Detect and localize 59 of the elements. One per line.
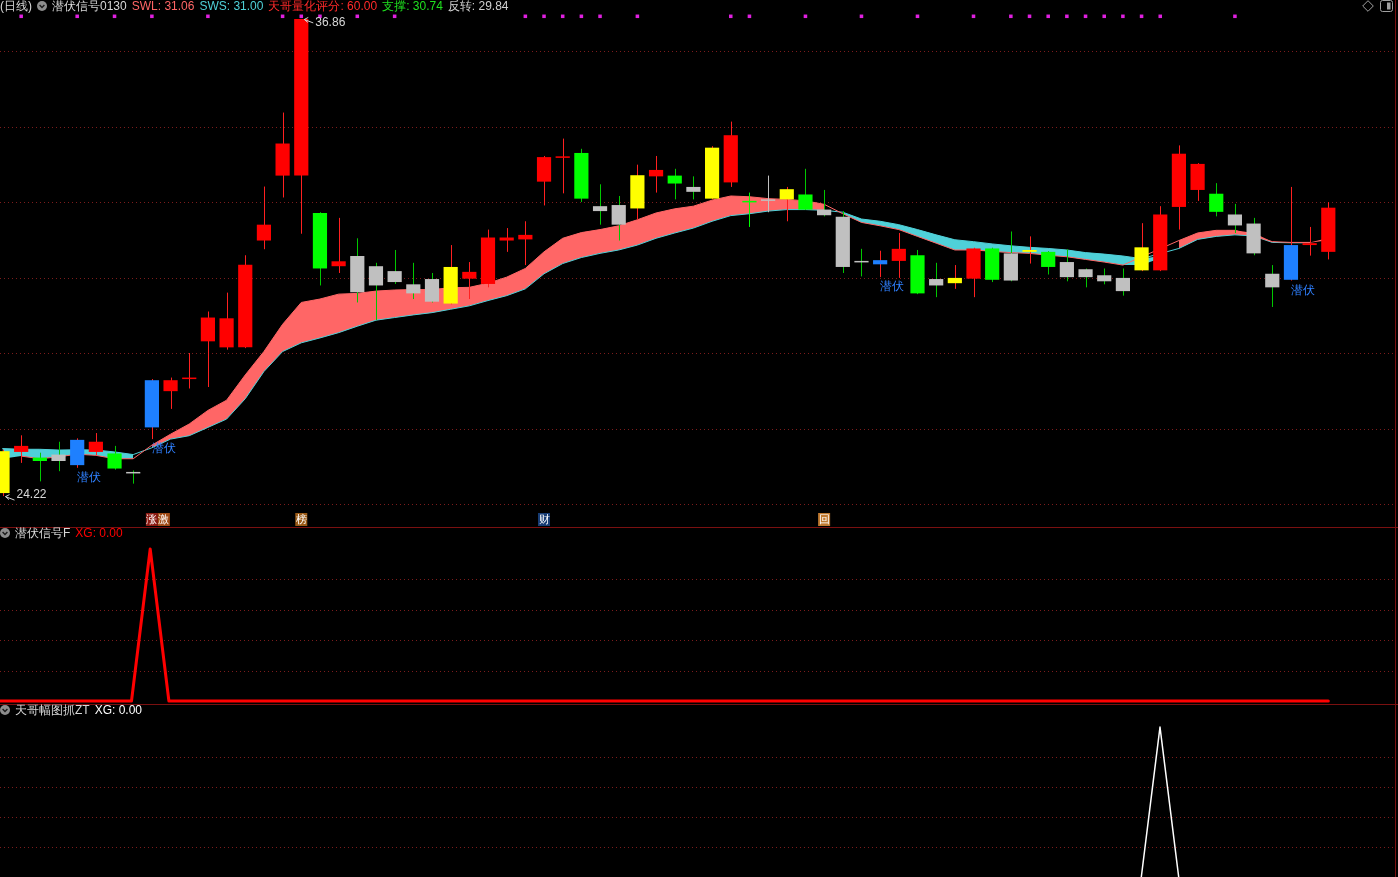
- candlestick: [686, 175, 701, 200]
- candlestick: [947, 264, 962, 290]
- candlestick: [592, 183, 608, 226]
- candlestick: [929, 262, 944, 298]
- candlestick: [1227, 203, 1243, 234]
- candlestick: [424, 272, 440, 303]
- candlestick: [873, 250, 888, 278]
- annotation: 36.86: [315, 15, 346, 30]
- candlestick: [555, 138, 570, 194]
- candlestick: [200, 311, 215, 388]
- candlestick: [1078, 267, 1093, 288]
- candlestick: [331, 217, 346, 274]
- candlestick: [14, 434, 29, 464]
- candlestick: [761, 175, 776, 213]
- candlestick: [406, 262, 421, 300]
- text: 天哥量化评分: 60.00: [268, 0, 378, 13]
- candlestick: [368, 262, 384, 321]
- text: XG: 0.00: [94, 703, 143, 717]
- candlestick: [1209, 182, 1224, 217]
- candlestick: [779, 186, 794, 222]
- annotation: 24.22: [16, 487, 47, 502]
- chart-title: 天哥幅图抓ZT: [15, 703, 90, 717]
- text: 回: [818, 513, 830, 526]
- candlestick: [1265, 264, 1280, 308]
- candlestick: [667, 168, 682, 200]
- candlestick: [1041, 250, 1056, 276]
- text: XG: 0.00: [75, 526, 123, 540]
- candlestick: [107, 445, 122, 471]
- chart-title: 潜伏信号F: [15, 526, 71, 540]
- candlestick: [611, 195, 626, 242]
- text: SWS: 31.00: [199, 0, 264, 13]
- chart-title: (日线): [0, 0, 32, 13]
- candlestick: [163, 377, 178, 410]
- candlestick: [648, 155, 664, 194]
- text: 榜: [295, 513, 307, 526]
- candlestick: [1134, 222, 1149, 272]
- candlestick: [387, 249, 402, 285]
- text: 支撑: 30.74: [382, 0, 443, 13]
- candlestick: [891, 232, 906, 279]
- candlestick: [462, 261, 477, 300]
- candlestick: [51, 441, 66, 472]
- candlestick: [1115, 267, 1130, 297]
- candlestick: [1059, 248, 1074, 282]
- text: 财: [538, 513, 550, 526]
- candlestick: [798, 168, 813, 211]
- candlestick: [256, 186, 272, 250]
- text: SWL: 31.06: [131, 0, 195, 13]
- text: 涨: [146, 513, 158, 526]
- text: 激: [158, 513, 170, 526]
- text: 反转: 29.84: [447, 0, 509, 13]
- annotation: 潜伏: [880, 279, 905, 294]
- candlestick: [88, 432, 103, 456]
- chart-subtitle: 潜伏信号0130: [52, 0, 127, 13]
- candlestick: [1022, 235, 1037, 265]
- annotation: 潜伏: [77, 470, 102, 485]
- annotation: 潜伏: [1290, 282, 1315, 297]
- candlestick: [1302, 226, 1317, 257]
- candlestick: [499, 227, 514, 253]
- annotation: 潜伏: [151, 441, 176, 456]
